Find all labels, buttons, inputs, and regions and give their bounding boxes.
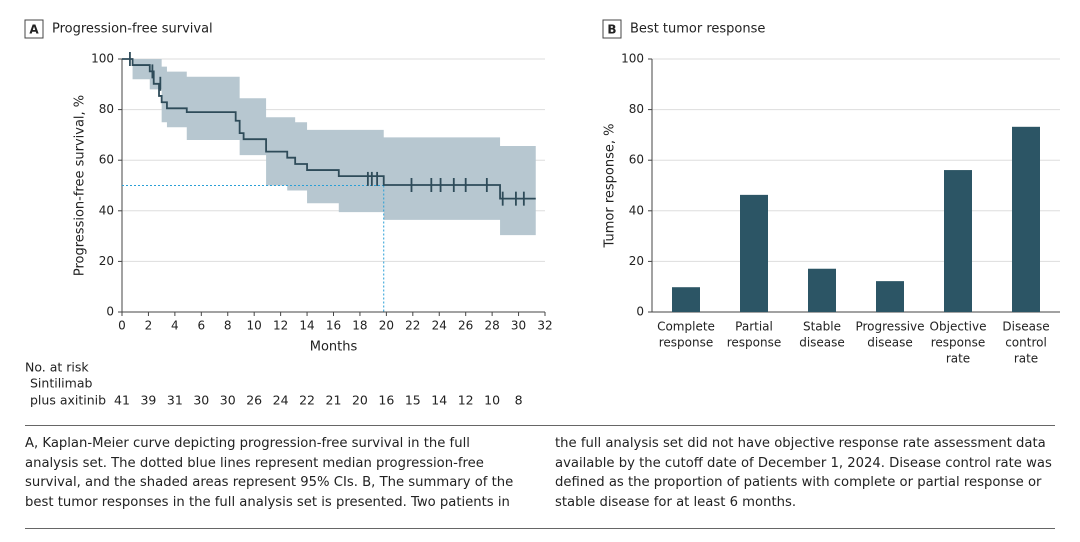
y-axis-label: Tumor response, % xyxy=(603,124,618,249)
panel-title: Progression-free survival xyxy=(52,22,213,37)
x-tick-label: Objective xyxy=(930,320,987,334)
bar xyxy=(876,281,904,312)
x-tick-label: Partial xyxy=(735,320,773,334)
risk-title: No. at risk xyxy=(25,360,89,375)
x-tick-label: Disease xyxy=(1002,320,1049,334)
x-tick-label: 26 xyxy=(458,319,473,333)
y-axis-label: Progression-free survival, % xyxy=(73,95,88,276)
panel-label: B xyxy=(607,23,616,37)
y-tick-label: 100 xyxy=(621,52,644,66)
risk-value: 30 xyxy=(220,393,236,408)
risk-value: 10 xyxy=(484,393,500,408)
risk-value: 21 xyxy=(326,393,342,408)
x-tick-label: 4 xyxy=(171,319,179,333)
risk-value: 20 xyxy=(352,393,368,408)
risk-value: 15 xyxy=(405,393,421,408)
x-tick-label: rate xyxy=(946,352,970,366)
bar xyxy=(1012,126,1040,312)
bar xyxy=(808,268,836,312)
x-tick-label: response xyxy=(659,336,714,350)
y-tick-label: 60 xyxy=(99,153,114,167)
risk-value: 12 xyxy=(458,393,474,408)
y-tick-label: 20 xyxy=(629,254,644,268)
risk-value: 8 xyxy=(515,393,523,408)
risk-value: 41 xyxy=(114,393,130,408)
x-tick-label: disease xyxy=(867,336,913,350)
y-tick-label: 0 xyxy=(106,305,114,319)
risk-group: plus axitinib xyxy=(30,393,106,408)
y-tick-label: 80 xyxy=(629,102,644,116)
x-tick-label: 8 xyxy=(224,319,232,333)
panel-box xyxy=(602,19,622,39)
y-tick-label: 20 xyxy=(99,254,114,268)
y-tick-label: 60 xyxy=(629,153,644,167)
y-tick-label: 100 xyxy=(91,52,114,66)
x-tick-label: 2 xyxy=(145,319,153,333)
survival-curve xyxy=(122,58,536,200)
risk-value: 31 xyxy=(167,393,183,408)
risk-group: Sintilimab xyxy=(30,376,92,391)
x-tick-label: Stable xyxy=(803,320,841,334)
y-tick-label: 40 xyxy=(629,203,644,217)
bar xyxy=(672,287,700,312)
y-tick-label: 40 xyxy=(99,203,114,217)
risk-value: 14 xyxy=(431,393,447,408)
x-tick-label: 32 xyxy=(537,319,552,333)
risk-value: 39 xyxy=(140,393,156,408)
x-tick-label: Progressive xyxy=(855,320,924,334)
risk-value: 16 xyxy=(378,393,394,408)
x-tick-label: rate xyxy=(1014,352,1038,366)
panel-label: A xyxy=(29,23,39,37)
risk-value: 30 xyxy=(193,393,209,408)
x-tick-label: disease xyxy=(799,336,845,350)
ci-band xyxy=(122,59,536,236)
x-tick-label: 18 xyxy=(352,319,367,333)
x-tick-label: 24 xyxy=(432,319,447,333)
risk-value: 24 xyxy=(273,393,289,408)
bar xyxy=(740,194,768,312)
x-tick-label: 28 xyxy=(484,319,499,333)
risk-value: 22 xyxy=(299,393,315,408)
caption: A, Kaplan-Meier curve depicting progress… xyxy=(25,425,1055,529)
x-tick-label: 16 xyxy=(326,319,341,333)
bar xyxy=(944,170,972,312)
x-tick-label: 30 xyxy=(511,319,526,333)
x-tick-label: 0 xyxy=(118,319,126,333)
x-tick-label: 14 xyxy=(299,319,314,333)
x-tick-label: 12 xyxy=(273,319,288,333)
y-tick-label: 80 xyxy=(99,102,114,116)
risk-value: 26 xyxy=(246,393,262,408)
x-tick-label: 10 xyxy=(247,319,262,333)
x-tick-label: 6 xyxy=(197,319,205,333)
x-tick-label: response xyxy=(931,336,986,350)
y-tick-label: 0 xyxy=(636,305,644,319)
x-tick-label: Complete xyxy=(657,320,715,334)
x-axis-label: Months xyxy=(310,340,358,355)
x-tick-label: control xyxy=(1005,336,1047,350)
panel-box xyxy=(24,19,44,39)
panel-title: Best tumor response xyxy=(630,22,765,37)
x-tick-label: 22 xyxy=(405,319,420,333)
x-tick-label: response xyxy=(727,336,782,350)
x-tick-label: 20 xyxy=(379,319,394,333)
figure: A Progression-free survival Progression-fr… xyxy=(24,19,1060,408)
